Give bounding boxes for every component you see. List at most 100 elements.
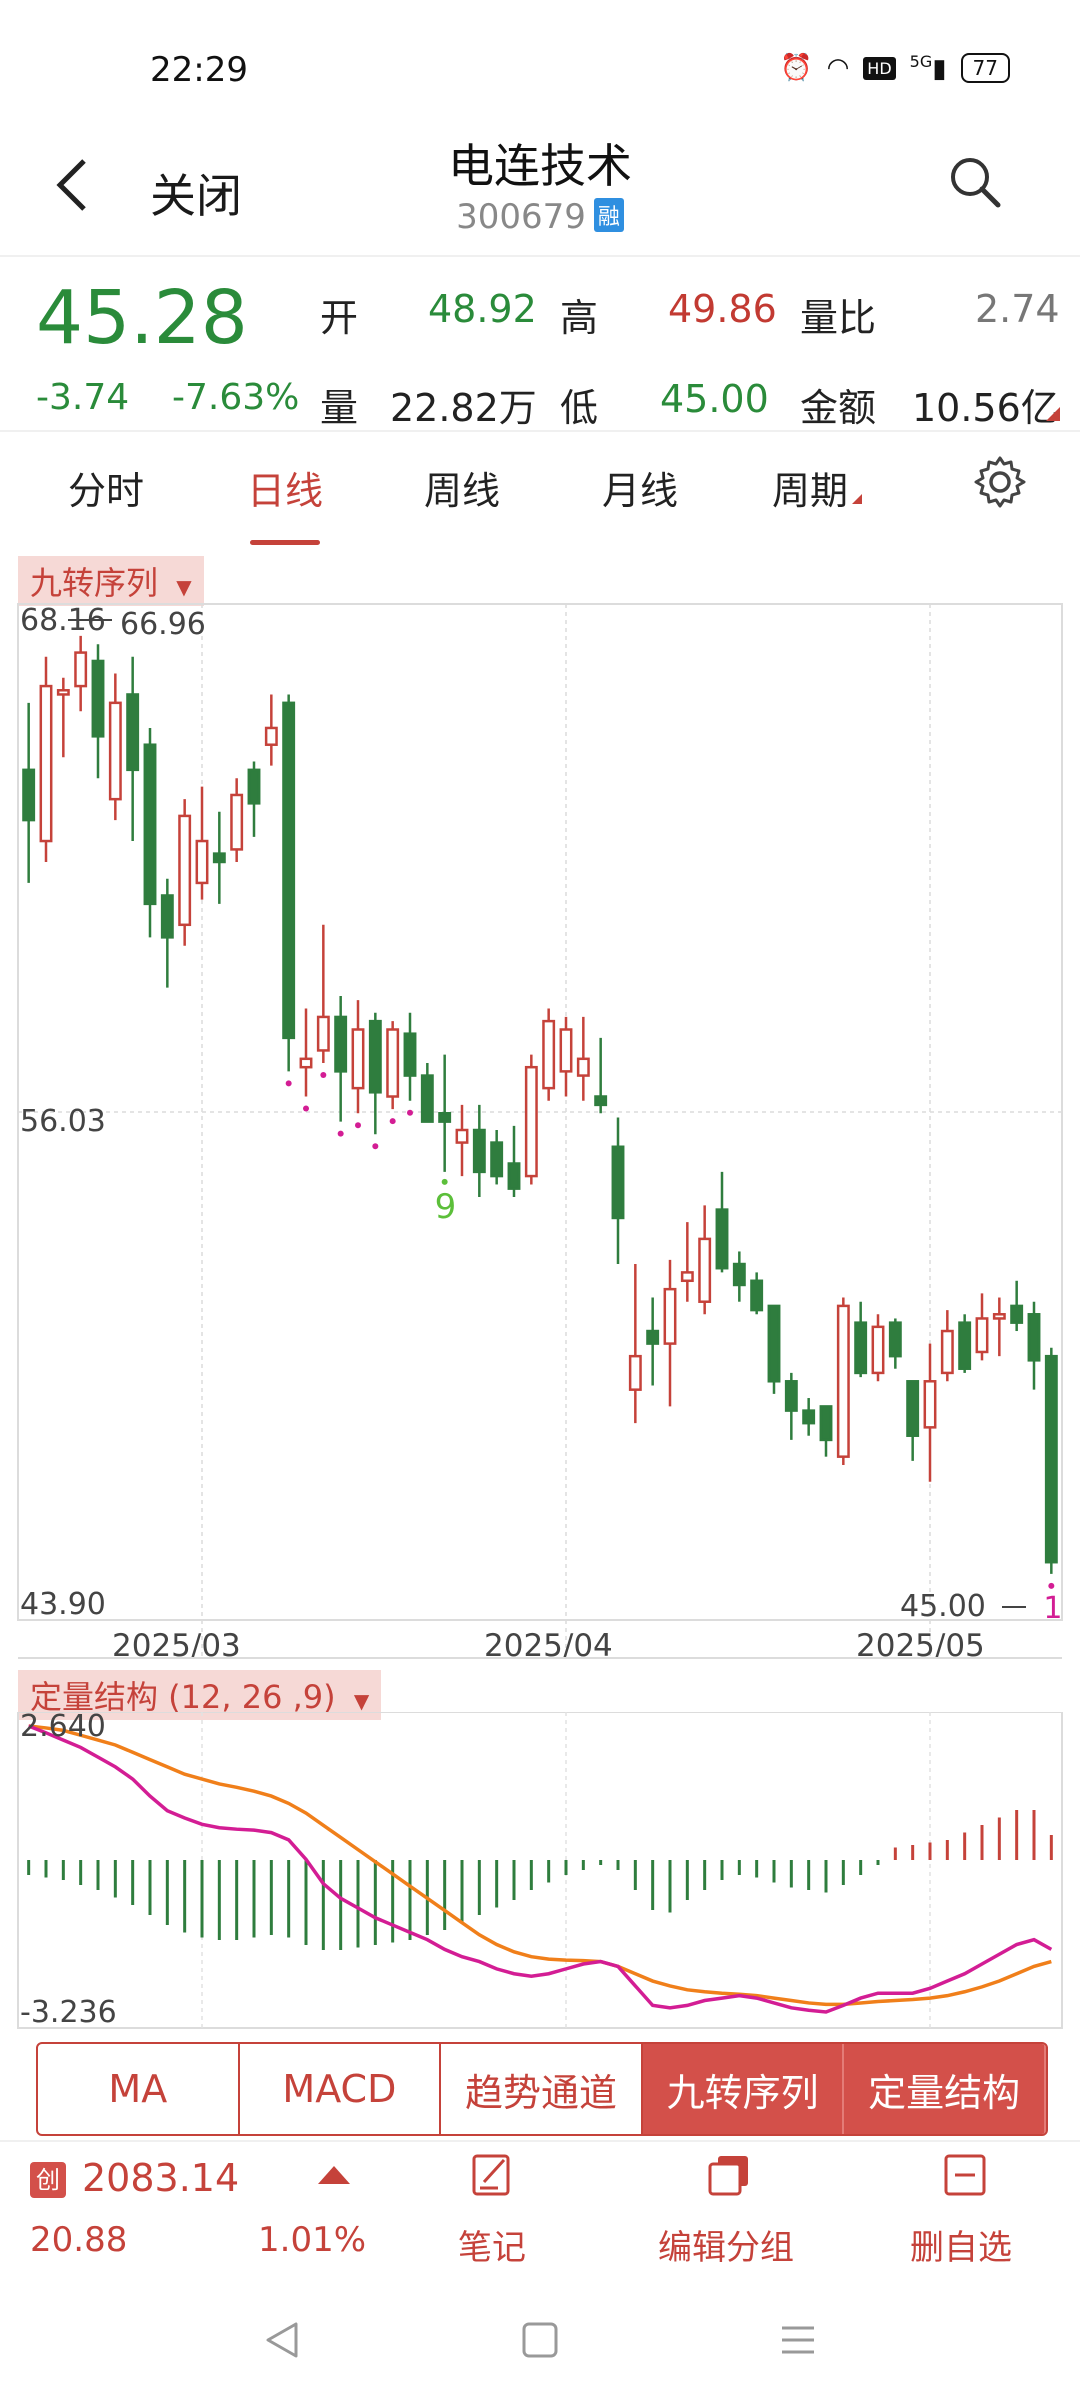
price-top-marker: 66.96	[120, 607, 206, 642]
high-label: 高	[560, 296, 599, 340]
kline-indicator-selector[interactable]: 九转序列 ▼	[18, 556, 204, 606]
kline-markers: 91	[285, 1072, 1062, 1626]
hd-icon: HD	[863, 56, 896, 80]
sequence-dot	[320, 1072, 327, 1079]
candle-body	[767, 1304, 781, 1383]
candle-body	[334, 1015, 348, 1073]
tab-weekly[interactable]: 周线	[424, 469, 501, 513]
candle-body	[74, 651, 88, 688]
nav-back-icon[interactable]	[262, 2320, 302, 2364]
search-icon[interactable]	[946, 153, 1002, 209]
remove-watchlist-button[interactable]: 删自选	[910, 2228, 1012, 2268]
kline-chart[interactable]: 91 68.16 66.96 56.03 43.90 45.00 2025/03…	[0, 600, 1080, 1670]
expand-corner-icon[interactable]	[1046, 407, 1060, 421]
volume-label: 量	[320, 386, 359, 430]
amount-value: 10.56亿	[912, 386, 1059, 430]
candle-body	[542, 1019, 556, 1090]
candle-body	[1027, 1313, 1041, 1362]
candle-body	[472, 1128, 486, 1174]
candle-body	[611, 1145, 625, 1220]
macd-frame	[17, 1712, 1063, 2029]
note-button[interactable]: 笔记	[458, 2228, 526, 2268]
candle-body	[750, 1279, 764, 1312]
macd-indicator-label: 定量结构 (12, 26 ,9)	[30, 1678, 336, 1716]
price-bottom-label: 43.90	[20, 1587, 106, 1622]
candle-body	[22, 768, 36, 822]
status-icons: ⏰ ◠ HD 5G▮ 77	[780, 52, 1010, 84]
index-change-pct: 1.01%	[258, 2220, 367, 2260]
candle-body	[264, 726, 278, 746]
price-mid-label: 56.03	[20, 1104, 106, 1139]
macd-chart[interactable]: 2.640 -3.236	[0, 1712, 1080, 2032]
sequence-dot	[372, 1143, 379, 1150]
macd-dea-line	[28, 1724, 1052, 2007]
wifi-icon: ◠	[826, 53, 850, 83]
candle-body	[836, 1304, 850, 1458]
candle-body	[403, 1032, 417, 1077]
candle-body	[576, 1057, 590, 1077]
low-value: 45.00	[660, 377, 769, 421]
candle-body	[56, 689, 70, 696]
quant-structure-button[interactable]: 定量结构	[844, 2044, 1046, 2134]
edit-group-button[interactable]: 编辑分组	[658, 2228, 794, 2268]
sequence-dot	[355, 1122, 361, 1129]
candle-body	[230, 793, 244, 851]
candle-body	[906, 1380, 920, 1437]
nav-menu-icon[interactable]	[778, 2320, 818, 2364]
open-value: 48.92	[428, 287, 537, 331]
status-time: 22:29	[150, 50, 248, 90]
candle-body	[386, 1028, 400, 1098]
tab-monthly[interactable]: 月线	[602, 469, 679, 513]
signal-icon: 5G▮	[909, 52, 947, 84]
candle-body	[91, 659, 105, 738]
change-pct: -7.63%	[172, 377, 300, 418]
dropdown-icon: ▼	[353, 1689, 370, 1713]
tab-intraday[interactable]: 分时	[68, 469, 145, 513]
candle-body	[195, 839, 209, 885]
nav-home-icon[interactable]	[520, 2320, 560, 2364]
trend-channel-button[interactable]: 趋势通道	[441, 2044, 643, 2134]
sequence-dot	[303, 1105, 309, 1112]
kline-candles	[22, 635, 1058, 1574]
candle-body	[490, 1141, 504, 1178]
candle-body	[247, 768, 261, 805]
sequence-dot	[407, 1109, 413, 1116]
change-value: -3.74	[36, 377, 130, 418]
chevron-left-icon[interactable]	[52, 155, 92, 225]
index-change: 20.88	[30, 2220, 128, 2260]
candle-body	[715, 1208, 729, 1270]
sequence-dot	[285, 1080, 292, 1087]
note-icon[interactable]	[470, 2152, 516, 2202]
tab-daily[interactable]: 日线	[247, 469, 324, 513]
candle-body	[958, 1321, 972, 1370]
remove-watchlist-icon[interactable]	[942, 2152, 988, 2202]
high-value: 49.86	[668, 287, 777, 331]
candle-body	[143, 743, 157, 906]
sequence-one-label: 1	[1043, 1591, 1062, 1626]
status-bar: 22:29 ⏰ ◠ HD 5G▮ 77	[0, 0, 1080, 110]
candle-body	[923, 1380, 937, 1429]
close-button[interactable]: 关闭	[150, 169, 242, 223]
index-badge: 创	[30, 2162, 66, 2198]
candle-body	[507, 1162, 521, 1190]
gear-icon[interactable]	[972, 454, 1028, 514]
sequence-nine-label: 9	[435, 1187, 457, 1227]
candle-body	[559, 1028, 573, 1073]
candle-body	[732, 1262, 746, 1287]
index-value[interactable]: 2083.14	[82, 2156, 240, 2200]
candle-body	[438, 1112, 452, 1123]
stock-code-row: 300679 融	[0, 197, 1080, 237]
stock-code: 300679	[456, 197, 586, 237]
battery-icon: 77	[960, 53, 1010, 83]
candle-body	[819, 1405, 833, 1442]
tab-period[interactable]: 周期	[772, 460, 863, 515]
system-nav-bar	[0, 2290, 1080, 2400]
ma-button[interactable]: MA	[38, 2044, 240, 2134]
amount-label: 金额	[800, 386, 877, 430]
macd-button[interactable]: MACD	[240, 2044, 442, 2134]
open-label: 开	[320, 296, 359, 340]
candle-body	[160, 894, 174, 939]
nine-sequence-button[interactable]: 九转序列	[642, 2044, 845, 2134]
edit-group-icon[interactable]	[706, 2152, 752, 2202]
low-label: 低	[560, 386, 599, 430]
